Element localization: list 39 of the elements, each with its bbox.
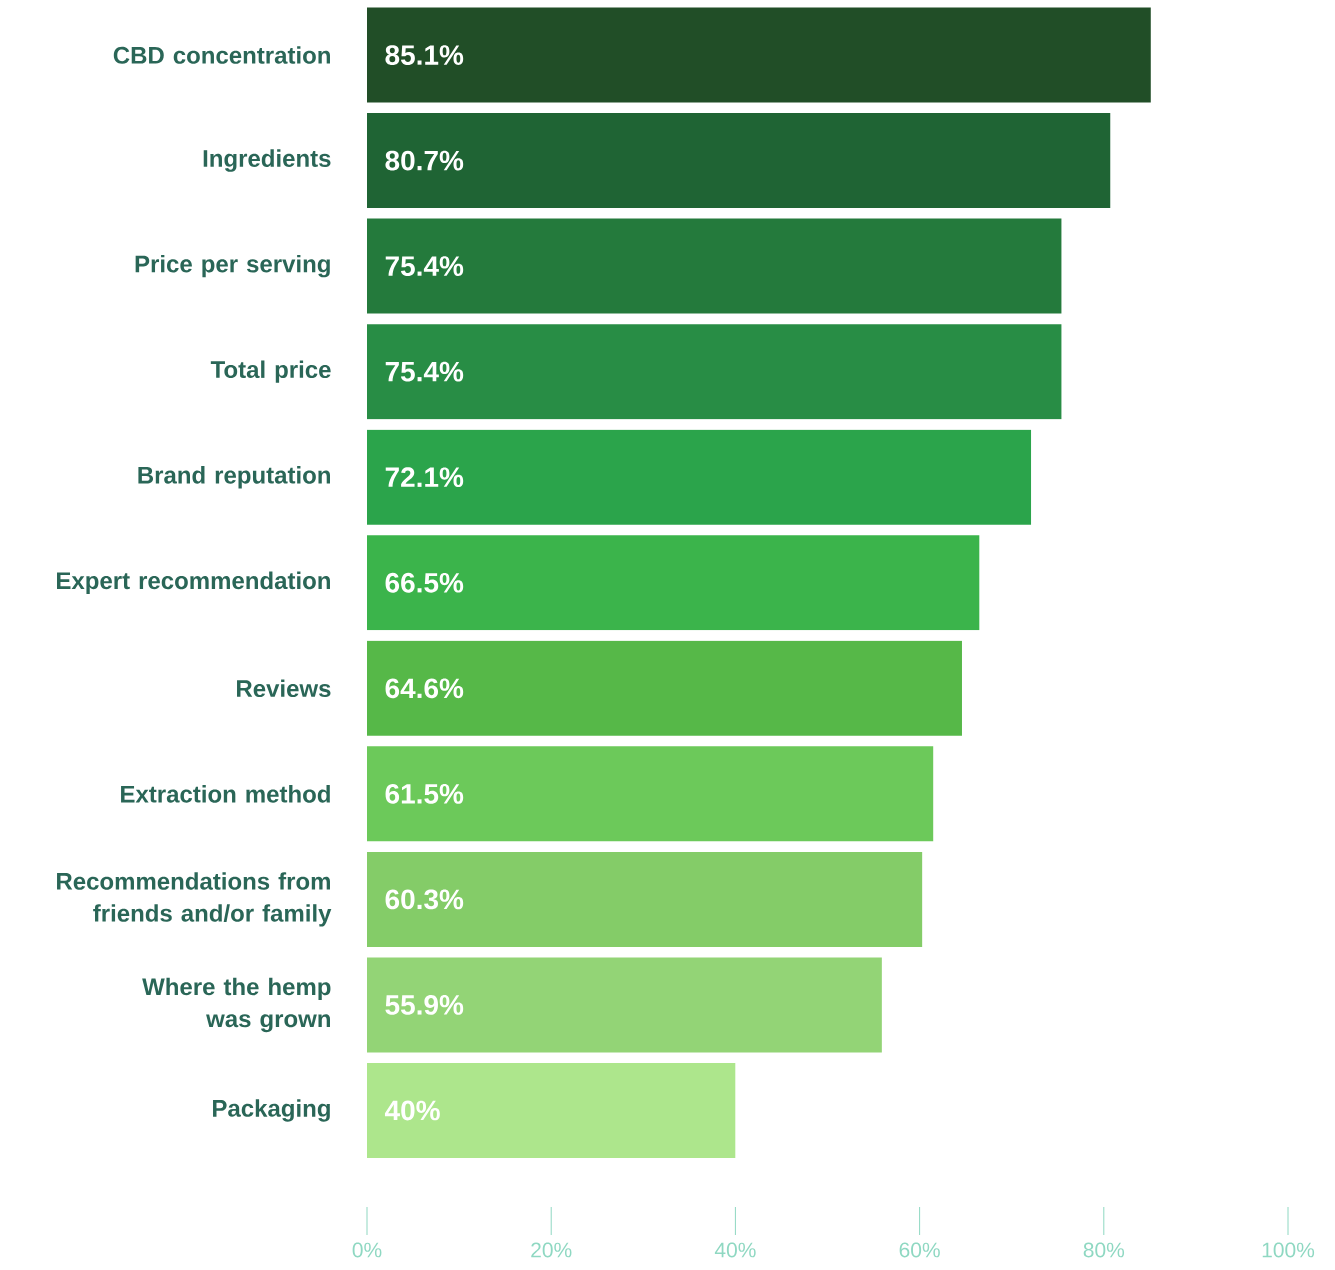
bar [367, 324, 1062, 420]
bar [367, 7, 1151, 103]
bar [367, 851, 923, 947]
bar [367, 640, 962, 736]
data-label: 55.9% [385, 995, 464, 1015]
y-tick-label: Recommendations from friends and/or family [57, 872, 332, 927]
data-label: 64.6% [385, 678, 464, 699]
data-label: 80.7% [385, 150, 464, 171]
data-label: 40% [384, 1100, 440, 1121]
bar [367, 746, 934, 842]
y-tick-label: Total price [210, 360, 331, 383]
y-tick-label: Extraction method [121, 785, 330, 803]
data-label: 61.5% [385, 783, 464, 804]
data-label: 75.4% [385, 256, 464, 276]
x-tick-label: 60% [899, 1242, 940, 1258]
y-tick-label: CBD concentration [113, 46, 330, 64]
y-tick-label: Brand reputation [138, 466, 330, 489]
data-label: 75.4% [385, 361, 464, 382]
data-label: 60.3% [385, 889, 464, 910]
bar [367, 113, 1111, 209]
y-tick-label: Reviews [237, 679, 331, 698]
x-tick-label: 0% [352, 1242, 382, 1258]
data-label: 85.1% [385, 45, 464, 65]
x-tick-label: 40% [714, 1242, 756, 1258]
y-tick-label: Where the hemp was grown [142, 977, 331, 1033]
data-label: 72.1% [385, 467, 464, 488]
x-tick-label: 80% [1083, 1242, 1125, 1258]
y-tick-label: Price per serving [135, 254, 330, 278]
bar [367, 218, 1062, 314]
bar [367, 957, 882, 1053]
y-tick-label: Packaging [213, 1099, 330, 1122]
x-tick-label: 20% [531, 1242, 572, 1258]
bar [367, 535, 980, 631]
y-tick-label: Ingredients [203, 149, 331, 172]
data-label: 66.5% [385, 572, 464, 593]
x-tick-label: 100% [1262, 1242, 1315, 1258]
y-tick-label: Expert recommendation [57, 571, 330, 594]
bar [367, 1062, 736, 1158]
bar [367, 429, 1032, 525]
